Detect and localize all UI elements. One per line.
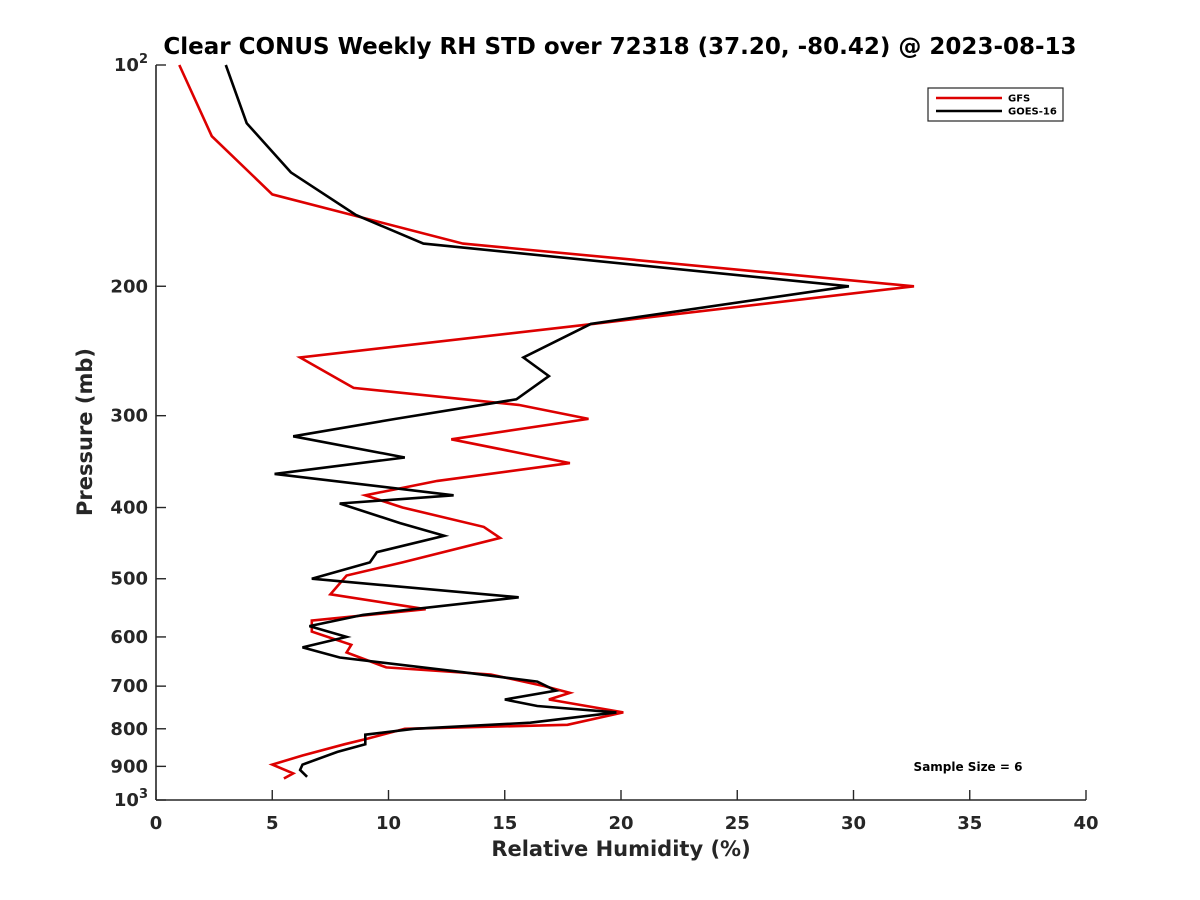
chart-title: Clear CONUS Weekly RH STD over 72318 (37…: [163, 34, 1076, 60]
x-tick-label: 15: [492, 813, 517, 834]
legend-label-goes-16: GOES-16: [1008, 107, 1057, 118]
sample-size-annotation: Sample Size = 6: [914, 760, 1023, 774]
series-line-goes-16: [224, 64, 850, 778]
x-tick-label: 10: [376, 813, 401, 834]
legend-label-gfs: GFS: [1008, 94, 1030, 105]
series-lines: [178, 64, 915, 780]
y-tick-label: 200: [110, 276, 148, 297]
x-tick-label: 25: [725, 813, 750, 834]
tick-marks: 0 5 10 15 20 25 30 35 40 102 200 300 400 500 600 700 800…: [110, 52, 1098, 834]
legend: GFS GOES-16: [927, 87, 1064, 122]
y-tick-label: 600: [110, 627, 148, 648]
y-tick-label: 500: [110, 569, 148, 590]
x-tick-label: 40: [1073, 813, 1098, 834]
y-tick-label: 103: [114, 787, 148, 811]
legend-box: [927, 87, 1064, 122]
x-tick-label: 5: [266, 813, 279, 834]
y-tick-label: 900: [110, 756, 148, 777]
y-tick-label: 300: [110, 406, 148, 427]
x-tick-label: 30: [841, 813, 866, 834]
x-tick-label: 20: [608, 813, 633, 834]
x-tick-label: 0: [150, 813, 163, 834]
y-tick-label: 102: [114, 52, 148, 76]
x-axis-label: Relative Humidity (%): [491, 837, 750, 861]
y-tick-label: 400: [110, 498, 148, 519]
y-tick-label: 700: [110, 676, 148, 697]
x-tick-label: 35: [957, 813, 982, 834]
y-tick-label: 800: [110, 719, 148, 740]
y-axis-label: Pressure (mb): [73, 348, 97, 516]
